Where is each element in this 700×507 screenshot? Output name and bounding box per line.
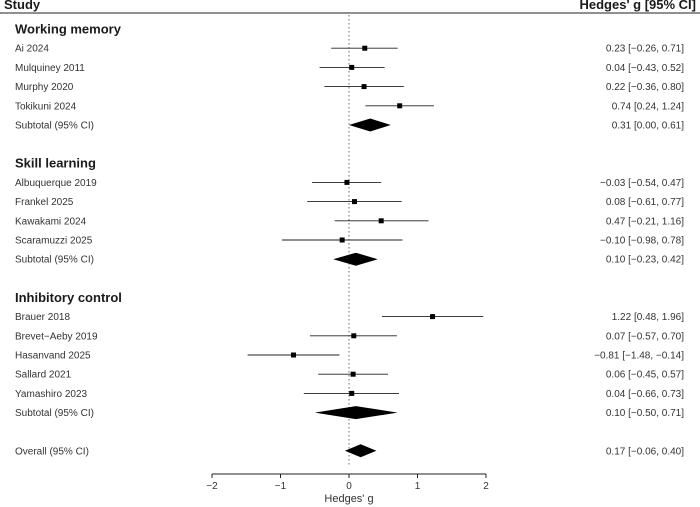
study-label: Hasanvand 2025 [15,351,91,362]
study-point-square [361,84,367,90]
study-label: Yamashiro 2023 [15,389,88,400]
subtotal-estimate-text: 0.31 [0.00, 0.61] [612,121,685,132]
subtotal-estimate-text: 0.10 [−0.50, 0.71] [606,408,684,419]
study-label: Frankel 2025 [15,197,74,208]
x-tick-label: −2 [206,481,218,492]
overall-label: Overall (95% CI) [15,446,89,457]
subtotal-label: Subtotal (95% CI) [15,255,94,266]
study-label: Brevet−Aeby 2019 [15,331,98,342]
x-tick-label: 0 [346,481,352,492]
study-point-square [397,103,403,109]
x-tick-label: 1 [415,481,421,492]
study-estimate-text: 1.22 [0.48, 1.96] [612,312,685,323]
study-label: Ai 2024 [15,44,49,55]
subtotal-diamond [333,252,378,266]
overall-diamond [344,444,377,458]
study-estimate-text: −0.81 [−1.48, −0.14] [594,351,684,362]
study-estimate-text: 0.23 [−0.26, 0.71] [606,44,684,55]
study-estimate-text: 0.22 [−0.36, 0.80] [606,82,684,93]
group-heading: Skill learning [15,156,96,171]
x-axis-label: Hedges' g [324,493,373,505]
study-label: Kawakami 2024 [15,216,87,227]
x-tick-label: 2 [483,481,489,492]
subtotal-label: Subtotal (95% CI) [15,408,94,419]
study-estimate-text: 0.08 [−0.61, 0.77] [606,197,684,208]
forest-marks: Working memory Ai 2024 0.23 [−0.26, 0.71] M… [15,15,684,467]
group-heading: Inhibitory control [15,290,122,305]
study-estimate-text: 0.74 [0.24, 1.24] [612,101,685,112]
study-estimate-text: 0.04 [−0.43, 0.52] [606,63,684,74]
subtotal-diamond [314,406,398,420]
study-estimate-text: 0.04 [−0.66, 0.73] [606,389,684,400]
study-estimate-text: −0.10 [−0.98, 0.78] [600,236,684,247]
overall-estimate-text: 0.17 [−0.06, 0.40] [606,446,684,457]
study-estimate-text: 0.47 [−0.21, 1.16] [606,216,684,227]
study-label: Albuquerque 2019 [15,178,97,189]
study-point-square [351,333,357,339]
study-point-square [349,64,355,70]
group-heading: Working memory [15,22,122,37]
study-label: Sallard 2021 [15,370,72,381]
study-point-square [430,314,436,320]
study-estimate-text: −0.03 [−0.54, 0.47] [600,178,684,189]
study-label: Scaramuzzi 2025 [15,236,93,247]
study-label: Mulquiney 2011 [15,63,85,74]
study-point-square [339,237,345,243]
subtotal-diamond [349,118,391,132]
study-estimate-text: 0.07 [−0.57, 0.70] [606,331,684,342]
study-point-square [351,199,357,205]
study-point-square [350,371,356,377]
study-point-square [378,218,384,224]
subtotal-estimate-text: 0.10 [−0.23, 0.42] [606,255,684,266]
subtotal-label: Subtotal (95% CI) [15,121,94,132]
study-point-square [344,179,350,185]
header-effect: Hedges' g [95% CI] [579,0,696,12]
x-axis: −2 −1 0 1 2 [206,473,489,492]
study-point-square [362,45,368,51]
study-point-square [349,390,355,396]
x-tick-label: −1 [275,481,287,492]
study-estimate-text: 0.06 [−0.45, 0.57] [606,370,684,381]
study-label: Tokikuni 2024 [15,101,77,112]
study-label: Brauer 2018 [15,312,70,323]
study-label: Murphy 2020 [15,82,74,93]
study-point-square [291,352,297,358]
header-study: Study [4,0,41,12]
